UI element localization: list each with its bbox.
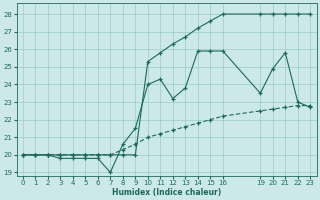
X-axis label: Humidex (Indice chaleur): Humidex (Indice chaleur) xyxy=(112,188,221,197)
